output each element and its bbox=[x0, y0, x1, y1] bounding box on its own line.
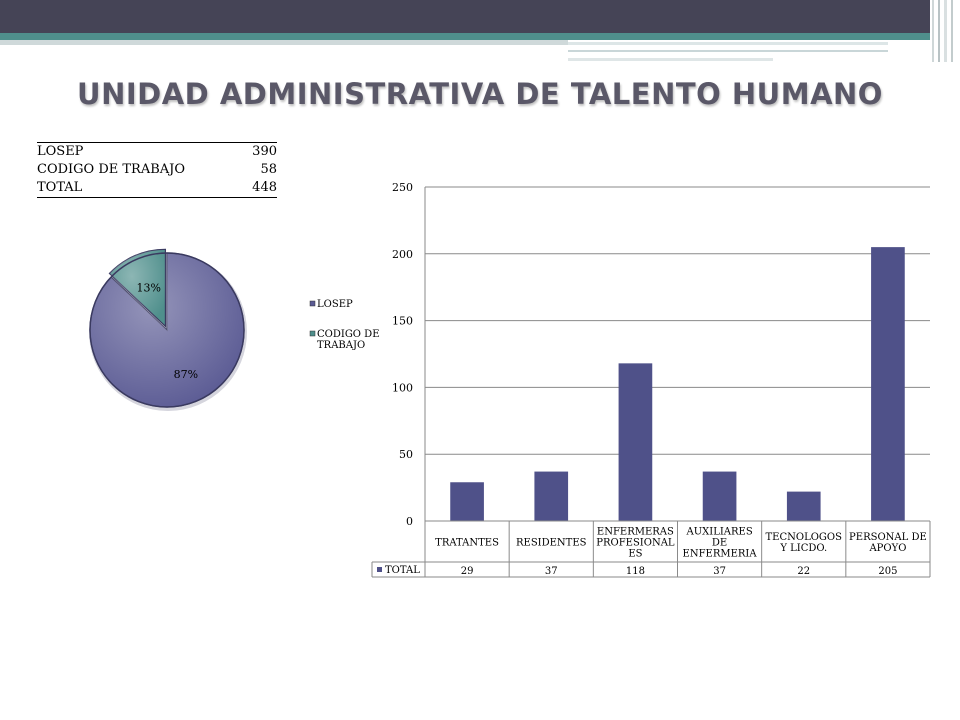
page-title: UNIDAD ADMINISTRATIVA DE TALENTO HUMANO bbox=[77, 77, 883, 111]
x-category-label: PROFESIONAL bbox=[596, 538, 675, 549]
header-band-light bbox=[0, 40, 568, 45]
bar bbox=[450, 482, 484, 521]
summary-row: TOTAL 448 bbox=[37, 179, 277, 197]
header-deco-line bbox=[568, 50, 888, 52]
pie-outline bbox=[89, 252, 245, 408]
summary-value: 58 bbox=[260, 162, 277, 177]
x-category-label: PERSONAL DE bbox=[849, 532, 927, 543]
pie-legend-label: CODIGO DE bbox=[317, 329, 380, 340]
y-tick-label: 250 bbox=[392, 181, 413, 194]
y-tick-label: 100 bbox=[392, 381, 413, 394]
x-category-label: AUXILIARES bbox=[685, 527, 752, 538]
pie-percent-label: 13% bbox=[136, 282, 160, 295]
summary-label: LOSEP bbox=[37, 144, 84, 159]
bar bbox=[534, 471, 569, 521]
bar bbox=[871, 247, 905, 521]
pie-legend-label: TRABAJO bbox=[317, 340, 365, 351]
x-category-label: DE bbox=[712, 538, 727, 549]
summary-table: LOSEP 390 CODIGO DE TRABAJO 58 TOTAL 448 bbox=[37, 142, 277, 198]
bar bbox=[618, 363, 653, 521]
pie-slice-gloss bbox=[109, 249, 166, 327]
x-category-label: TRATANTES bbox=[435, 538, 499, 549]
table-series-label: TOTAL bbox=[385, 565, 420, 576]
header-deco-edge bbox=[930, 0, 960, 62]
y-tick-label: 200 bbox=[392, 248, 413, 261]
summary-label: CODIGO DE TRABAJO bbox=[37, 162, 186, 177]
x-category-label: Y LICDO. bbox=[779, 543, 827, 554]
x-category-label: TECNOLOGOS bbox=[766, 532, 843, 543]
pie-legend-swatch bbox=[309, 330, 316, 337]
summary-row: CODIGO DE TRABAJO 58 bbox=[37, 161, 277, 179]
summary-value: 390 bbox=[252, 144, 277, 159]
table-value: 118 bbox=[626, 566, 645, 577]
table-legend-swatch bbox=[377, 567, 382, 572]
table-value: 37 bbox=[713, 566, 726, 577]
bar bbox=[786, 491, 821, 521]
x-category-label: APOYO bbox=[868, 543, 906, 554]
y-tick-label: 50 bbox=[399, 448, 413, 461]
header-deco-line bbox=[568, 42, 888, 45]
table-value: 37 bbox=[545, 566, 558, 577]
pie-legend-label: LOSEP bbox=[317, 299, 353, 310]
y-tick-label: 150 bbox=[392, 315, 413, 328]
x-category-label: ENFERMERAS bbox=[597, 527, 674, 538]
bar bbox=[702, 471, 737, 521]
header-deco-line bbox=[568, 58, 773, 61]
summary-value: 448 bbox=[252, 180, 277, 195]
header-band-dark bbox=[0, 0, 930, 33]
summary-label: TOTAL bbox=[37, 180, 83, 195]
table-value: 22 bbox=[797, 566, 810, 577]
x-category-label: RESIDENTES bbox=[516, 538, 587, 549]
table-value: 29 bbox=[461, 566, 474, 577]
pie-slice-gloss bbox=[89, 253, 244, 408]
y-tick-label: 0 bbox=[406, 515, 413, 528]
pie-legend-swatch bbox=[309, 300, 316, 307]
x-category-label: ENFERMERIA bbox=[683, 549, 758, 560]
summary-row: LOSEP 390 bbox=[37, 143, 277, 161]
table-value: 205 bbox=[878, 566, 897, 577]
pie-percent-label: 87% bbox=[174, 368, 198, 381]
header-band-teal bbox=[0, 33, 930, 40]
x-category-label: ES bbox=[628, 549, 642, 560]
